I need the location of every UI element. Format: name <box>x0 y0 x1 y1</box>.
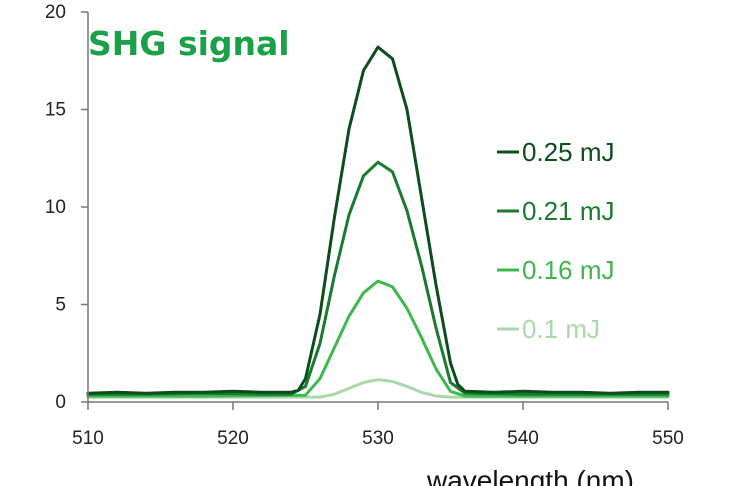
y-tick-label: 20 <box>45 2 66 23</box>
x-tick-label: 550 <box>652 428 684 449</box>
series-line <box>86 160 670 396</box>
legend-label: 0.16 mJ <box>522 255 615 285</box>
x-axis-label: wavelength (nm) <box>426 465 634 486</box>
series-line <box>86 279 670 398</box>
series-line <box>86 378 670 399</box>
y-tick-label: 5 <box>55 295 66 316</box>
legend-label: 0.25 mJ <box>522 137 615 167</box>
y-tick-label: 15 <box>45 100 66 121</box>
plot-area <box>86 45 670 399</box>
legend: 0.25 mJ 0.21 mJ 0.16 mJ 0.1 mJ <box>497 137 615 344</box>
legend-label: 0.1 mJ <box>522 314 600 344</box>
y-tick-label: 0 <box>55 392 66 413</box>
chart-title: SHG signal <box>88 24 290 63</box>
x-tick-label: 540 <box>507 428 539 449</box>
legend-label: 0.21 mJ <box>522 196 615 226</box>
x-tick-label: 520 <box>217 428 249 449</box>
series-line <box>86 45 670 395</box>
x-tick-label: 510 <box>72 428 104 449</box>
y-tick-label: 10 <box>45 197 66 218</box>
x-tick-label: 530 <box>362 428 394 449</box>
